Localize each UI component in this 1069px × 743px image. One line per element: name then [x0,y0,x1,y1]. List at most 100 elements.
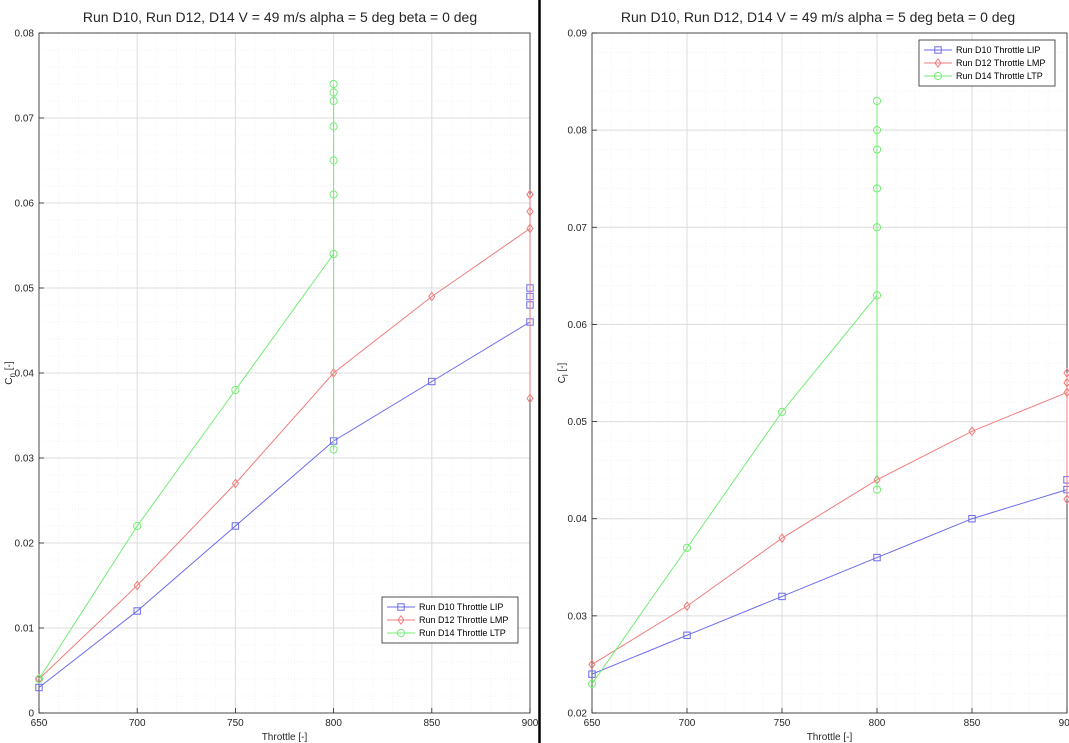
data-point [231,478,240,489]
y-axis-label-subscript: l [561,374,570,376]
y-tick-label: 0.03 [15,454,35,465]
legend-label: Run D12 Throttle LMP [419,615,508,625]
data-point [133,607,141,615]
data-point [872,126,882,135]
data-point [231,522,240,530]
data-point [683,601,691,612]
legend-marker [934,57,942,69]
data-point [872,96,882,106]
legend-marker [396,628,406,638]
y-tick-label: 0.06 [15,199,35,210]
data-point [526,189,534,200]
y-tick-label: 0.09 [568,29,588,40]
y-tick-label: 0.08 [15,29,35,40]
series-line [591,373,1068,665]
y-axis-label: Cn [-] [4,361,17,385]
legend-marker [933,71,943,81]
data-point [1063,387,1069,398]
data-point [682,543,692,552]
x-tick-label: 650 [31,718,48,729]
data-point [872,184,882,193]
x-tick-label: 900 [1059,718,1069,729]
series-line [591,101,878,685]
data-point [133,580,141,591]
data-point [329,122,338,131]
data-point [1063,367,1069,379]
right-chart-panel: 650 700 750 800 850 900 0.02 0.03 0.04 0.05 0.06 0.… [557,9,1069,743]
data-point [968,426,976,437]
legend-label: Run D10 Throttle LIP [956,45,1040,55]
data-point [35,673,43,685]
x-axis-label: Throttle [-] [262,732,308,743]
y-tick-label: 0.07 [568,223,588,234]
y-tick-label: 0.04 [15,369,35,380]
y-axis-label-unit: [-] [4,361,15,373]
data-point [588,670,596,678]
data-point [872,485,882,494]
data-point [778,592,786,601]
x-tick-label: 650 [584,718,601,729]
data-point [526,393,534,404]
y-axis-label-subscript: n [8,373,17,377]
data-point [968,515,976,523]
chart-title: Run D10, Run D12, D14 V = 49 m/s alpha =… [83,9,477,25]
legend-label: Run D12 Throttle LMP [956,58,1045,68]
data-point [526,206,534,217]
data-point [428,291,436,302]
y-axis-label-main: C [4,377,15,384]
y-tick-label: 0.07 [15,114,35,125]
data-point [329,156,338,165]
x-axis-label: Throttle [-] [807,732,853,743]
x-tick-label: 750 [774,718,791,729]
data-point [873,553,881,562]
data-point [1063,377,1069,388]
legend-label: Run D14 Throttle LTP [956,71,1043,81]
y-tick-label: 0.02 [15,539,35,550]
data-point [35,683,43,692]
x-tick-label: 850 [423,718,440,729]
series-line [38,84,335,680]
x-tick-label: 850 [964,718,981,729]
data-point [526,223,534,234]
series-ltp [34,79,338,684]
x-tick-label: 800 [325,718,342,729]
y-tick-label: 0.03 [568,611,588,622]
series-lmp [35,189,534,685]
data-point [329,88,338,97]
data-point [329,190,338,199]
y-tick-label: 0.04 [568,514,588,525]
data-point [133,521,142,531]
data-point [1063,494,1069,505]
legend-label: Run D14 Throttle LTP [419,628,506,638]
data-point [587,679,597,688]
legend: Run D10 Throttle LIP Run D12 Throttle LMP… [381,596,519,644]
data-point [428,377,436,386]
legend-label: Run D10 Throttle LIP [419,602,503,612]
x-tick-label: 700 [129,718,146,729]
data-point [683,631,691,639]
series-lmp [588,367,1069,670]
series-ltp [587,96,882,688]
series-line [38,194,531,680]
y-tick-label: 0.02 [568,709,588,720]
data-point [329,249,338,259]
y-axis-label-main: C [557,376,568,383]
plot-area [592,33,1067,713]
left-chart-panel: 650 700 750 800 850 900 0 0.01 0.02 0.03 0.04 0.05 0… [4,9,539,743]
y-axis-label: Cl [-] [557,362,570,383]
y-tick-label: 0.08 [568,126,588,137]
data-point [872,291,882,300]
y-tick-label: 0.05 [568,417,588,428]
legend-marker [397,614,405,626]
y-tick-label: 0 [28,709,34,720]
x-tick-label: 700 [679,718,696,729]
data-point [872,223,882,232]
x-tick-label: 800 [869,718,886,729]
legend-marker [397,603,405,611]
y-tick-label: 0.01 [15,624,35,635]
data-point [34,674,44,684]
chart-title: Run D10, Run D12, D14 V = 49 m/s alpha =… [621,9,1015,25]
y-tick-label: 0.05 [15,284,35,295]
x-tick-label: 750 [227,718,244,729]
